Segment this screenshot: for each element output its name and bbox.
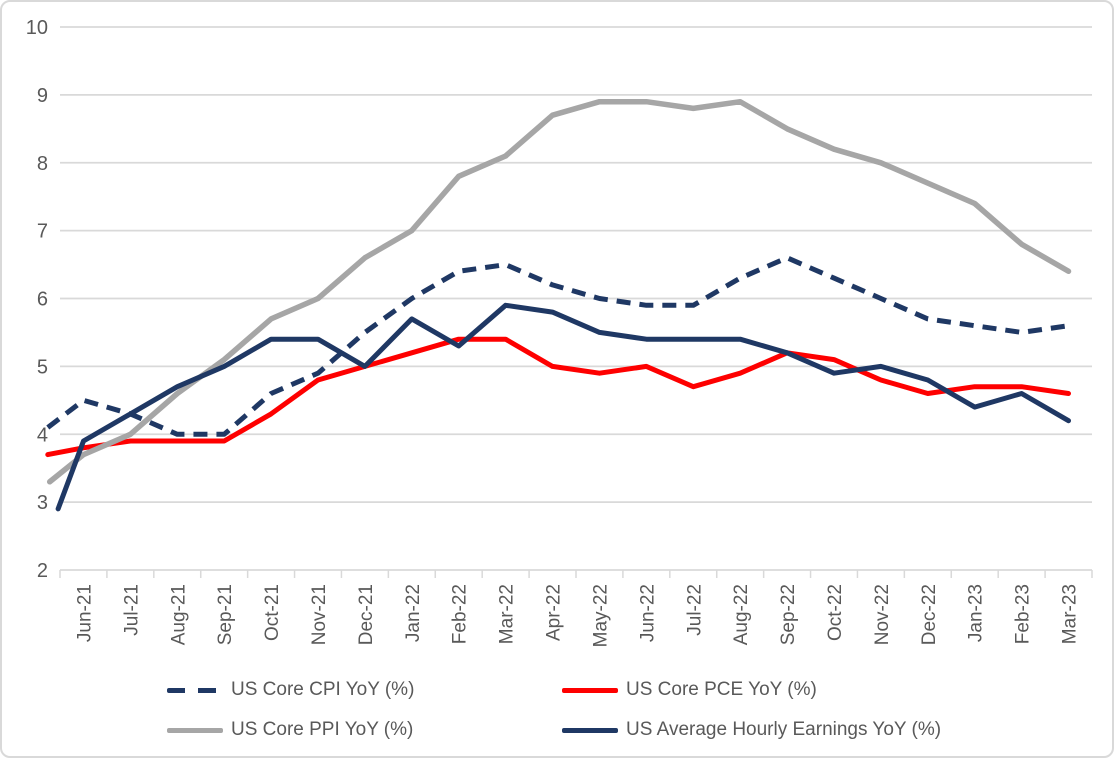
legend-label-us-core-ppi: US Core PPI YoY (%) xyxy=(231,719,414,740)
x-axis-ticks xyxy=(59,570,1093,578)
legend-item-us-core-ppi: US Core PPI YoY (%) xyxy=(167,719,413,741)
svg-text:Sep-21: Sep-21 xyxy=(215,584,236,645)
svg-text:Jan-22: Jan-22 xyxy=(403,584,424,642)
legend-swatch-us-avg-hourly-earnings xyxy=(562,727,618,733)
svg-text:Jan-23: Jan-23 xyxy=(966,584,987,642)
svg-text:Oct-21: Oct-21 xyxy=(262,584,283,641)
series-line-us-core-ppi-yoy xyxy=(46,98,1072,485)
svg-text:Oct-22: Oct-22 xyxy=(825,584,846,641)
y-axis-labels: 2 3 4 5 6 7 8 9 10 xyxy=(26,17,48,582)
svg-text:Mar-23: Mar-23 xyxy=(1060,584,1081,644)
series-line-us-average-hourly-earnings-yoy xyxy=(55,302,1071,512)
svg-text:9: 9 xyxy=(37,85,48,107)
legend-item-us-avg-hourly-earnings: US Average Hourly Earnings YoY (%) xyxy=(562,719,941,741)
svg-text:3: 3 xyxy=(37,492,48,514)
legend-label-us-core-pce: US Core PCE YoY (%) xyxy=(626,679,817,700)
svg-text:Dec-21: Dec-21 xyxy=(356,584,377,645)
svg-text:7: 7 xyxy=(37,221,48,243)
legend-label-us-core-cpi: US Core CPI YoY (%) xyxy=(231,679,415,700)
svg-text:Jul-22: Jul-22 xyxy=(684,584,705,636)
svg-text:Feb-23: Feb-23 xyxy=(1013,584,1034,644)
svg-text:Aug-22: Aug-22 xyxy=(731,584,752,645)
svg-text:Mar-22: Mar-22 xyxy=(497,584,518,644)
svg-text:Feb-22: Feb-22 xyxy=(450,584,471,644)
legend-swatch-us-core-ppi xyxy=(167,727,223,733)
legend-item-us-core-pce: US Core PCE YoY (%) xyxy=(562,679,817,701)
svg-text:Dec-22: Dec-22 xyxy=(919,584,940,645)
svg-text:Aug-21: Aug-21 xyxy=(168,584,189,645)
svg-text:Nov-21: Nov-21 xyxy=(309,584,330,645)
legend-item-us-core-cpi: US Core CPI YoY (%) xyxy=(167,679,414,701)
svg-text:Apr-22: Apr-22 xyxy=(544,584,565,641)
svg-text:Jul-21: Jul-21 xyxy=(121,584,142,636)
series-line-us-core-pce-yoy xyxy=(45,336,1071,458)
svg-text:10: 10 xyxy=(26,17,48,39)
svg-text:Sep-22: Sep-22 xyxy=(778,584,799,645)
svg-text:8: 8 xyxy=(37,153,48,175)
x-axis-labels: Jun-21 Jul-21 Aug-21 Sep-21 Oct-21 Nov-21 Dec-… xyxy=(74,584,1080,647)
legend-swatch-us-core-pce xyxy=(562,687,618,693)
legend-label-us-avg-hourly-earnings: US Average Hourly Earnings YoY (%) xyxy=(626,719,942,740)
svg-text:4: 4 xyxy=(37,424,48,446)
svg-text:May-22: May-22 xyxy=(590,584,611,647)
svg-text:5: 5 xyxy=(37,356,48,378)
series-line-us-core-cpi-yoy xyxy=(46,255,1069,437)
svg-text:2: 2 xyxy=(37,560,48,582)
svg-text:6: 6 xyxy=(37,289,48,311)
svg-text:Jun-22: Jun-22 xyxy=(637,584,658,642)
svg-text:Jun-21: Jun-21 xyxy=(74,584,95,642)
line-chart: 2 3 4 5 6 7 8 9 10 Jun-21 Jul-21 Aug-21 Sep-21 Oct-21… xyxy=(26,17,1093,647)
legend-swatch-us-core-cpi xyxy=(167,687,223,693)
svg-text:Nov-22: Nov-22 xyxy=(872,584,893,645)
